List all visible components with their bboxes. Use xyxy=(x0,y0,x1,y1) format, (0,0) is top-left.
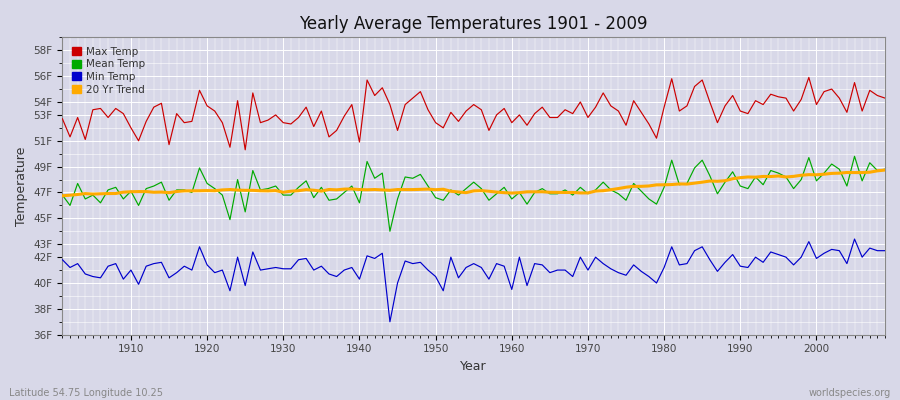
Legend: Max Temp, Mean Temp, Min Temp, 20 Yr Trend: Max Temp, Mean Temp, Min Temp, 20 Yr Tre… xyxy=(68,42,149,99)
Text: Latitude 54.75 Longitude 10.25: Latitude 54.75 Longitude 10.25 xyxy=(9,388,163,398)
Title: Yearly Average Temperatures 1901 - 2009: Yearly Average Temperatures 1901 - 2009 xyxy=(300,15,648,33)
Y-axis label: Temperature: Temperature xyxy=(15,146,28,226)
X-axis label: Year: Year xyxy=(461,360,487,373)
Text: worldspecies.org: worldspecies.org xyxy=(809,388,891,398)
